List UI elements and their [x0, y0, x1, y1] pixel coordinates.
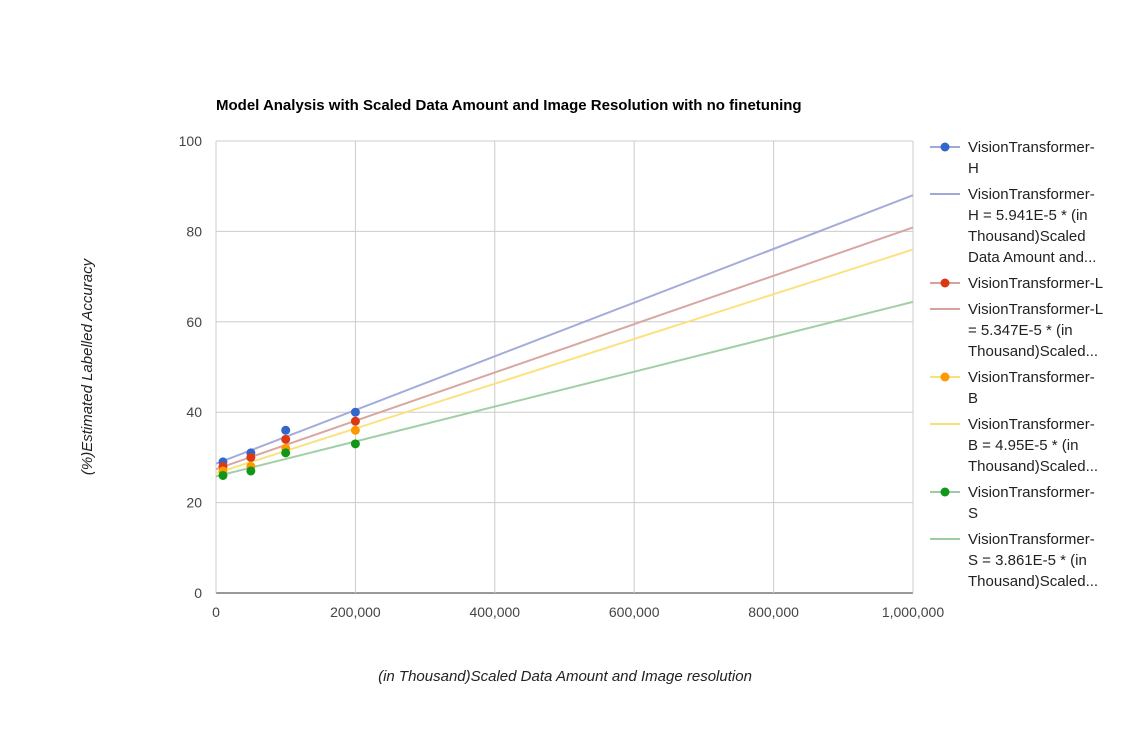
legend-swatch-point	[940, 278, 950, 288]
y-tick-label: 80	[186, 223, 202, 239]
trendline-series-1	[215, 226, 914, 471]
chart-title: Model Analysis with Scaled Data Amount a…	[216, 97, 802, 114]
legend-label: B = 4.95E-5 * (in	[968, 437, 1078, 454]
y-tick-label: 0	[194, 585, 202, 601]
trendline-series-3	[215, 300, 914, 478]
data-point-series-1	[281, 434, 291, 444]
trendline-series-0	[215, 194, 914, 465]
legend-label: VisionTransformer-	[968, 531, 1095, 548]
data-point-series-2	[350, 425, 360, 435]
data-point-series-3	[281, 448, 291, 458]
trendlines	[215, 194, 914, 478]
legend-entry-series-0: VisionTransformer- H	[930, 139, 1095, 177]
legend-entry-series-3: VisionTransformer- S	[930, 484, 1095, 522]
legend-label: H	[968, 160, 979, 177]
axis-ticks: 0 20 40 60 80 100 0 200,000 400,000 600,000 800,00…	[179, 133, 945, 620]
data-point-series-0	[350, 407, 360, 417]
legend-label: B	[968, 390, 978, 407]
legend-label: Thousand)Scaled...	[968, 343, 1098, 360]
x-tick-label: 1,000,000	[882, 604, 944, 620]
x-axis-title: (in Thousand)Scaled Data Amount and Imag…	[378, 668, 752, 685]
legend-label: VisionTransformer-	[968, 416, 1095, 433]
data-point-series-3	[350, 439, 360, 449]
legend-label: VisionTransformer-	[968, 369, 1095, 386]
legend-entry-series-1: VisionTransformer-L	[930, 275, 1103, 292]
trendline-series-2	[215, 248, 914, 475]
legend-entry-trendline-1: VisionTransformer-L = 5.347E-5 * (in Thous…	[930, 301, 1103, 360]
data-point-series-1	[350, 416, 360, 426]
legend-label: VisionTransformer-	[968, 186, 1095, 203]
y-tick-label: 60	[186, 314, 202, 330]
x-tick-label: 400,000	[469, 604, 520, 620]
data-point-series-3	[246, 466, 256, 476]
legend-label: Thousand)Scaled...	[968, 458, 1098, 475]
x-tick-label: 600,000	[609, 604, 660, 620]
legend-label: S	[968, 505, 978, 522]
y-axis-title: (%)Estimated Labelled Accuracy	[79, 257, 96, 475]
legend-entry-trendline-2: VisionTransformer- B = 4.95E-5 * (in Thous…	[930, 416, 1098, 475]
data-point-series-0	[281, 425, 291, 435]
legend-label: VisionTransformer-	[968, 139, 1095, 156]
legend-label: VisionTransformer-	[968, 484, 1095, 501]
legend: VisionTransformer- H VisionTransformer- H =…	[930, 139, 1103, 590]
legend-entry-trendline-0: VisionTransformer- H = 5.941E-5 * (in Thou…	[930, 186, 1096, 266]
legend-entry-trendline-3: VisionTransformer- S = 3.861E-5 * (in Thou…	[930, 531, 1098, 590]
data-point-series-3	[218, 470, 228, 480]
legend-label: VisionTransformer-L	[968, 275, 1103, 292]
legend-label: Data Amount and...	[968, 249, 1096, 266]
legend-label: S = 3.861E-5 * (in	[968, 552, 1087, 569]
legend-label: = 5.347E-5 * (in	[968, 322, 1073, 339]
legend-swatch-point	[940, 487, 950, 497]
grid	[215, 140, 914, 594]
y-tick-label: 20	[186, 495, 202, 511]
x-tick-label: 0	[212, 604, 220, 620]
data-point-series-1	[246, 452, 256, 462]
legend-swatch-point	[940, 372, 950, 382]
legend-label: H = 5.941E-5 * (in	[968, 207, 1088, 224]
legend-label: Thousand)Scaled	[968, 228, 1086, 245]
legend-swatch-point	[940, 142, 950, 152]
legend-entry-series-2: VisionTransformer- B	[930, 369, 1095, 407]
legend-label: Thousand)Scaled...	[968, 573, 1098, 590]
x-tick-label: 200,000	[330, 604, 381, 620]
legend-label: VisionTransformer-L	[968, 301, 1103, 318]
data-points	[218, 407, 360, 480]
y-tick-label: 40	[186, 404, 202, 420]
y-tick-label: 100	[179, 133, 203, 149]
x-tick-label: 800,000	[748, 604, 799, 620]
